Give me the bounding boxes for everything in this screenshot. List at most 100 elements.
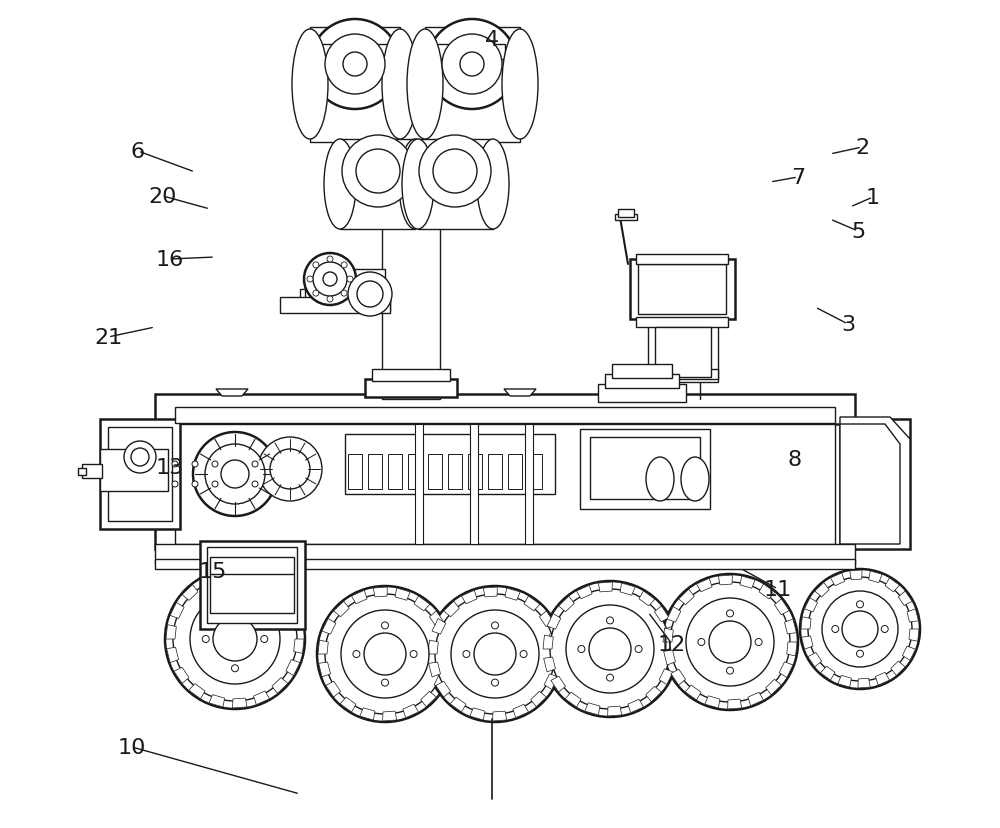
Circle shape xyxy=(342,136,414,208)
Polygon shape xyxy=(801,617,811,629)
Polygon shape xyxy=(319,662,330,677)
Circle shape xyxy=(433,150,477,194)
Polygon shape xyxy=(493,711,507,721)
Polygon shape xyxy=(544,657,555,672)
Polygon shape xyxy=(174,667,189,684)
Circle shape xyxy=(606,617,614,624)
Circle shape xyxy=(427,586,563,722)
Text: 15: 15 xyxy=(199,561,227,581)
Circle shape xyxy=(353,651,360,657)
Text: 10: 10 xyxy=(118,737,146,757)
Circle shape xyxy=(307,277,313,282)
Polygon shape xyxy=(334,601,349,617)
Bar xyxy=(100,450,168,491)
Circle shape xyxy=(881,626,888,633)
Polygon shape xyxy=(821,667,835,681)
Polygon shape xyxy=(679,590,694,605)
Circle shape xyxy=(550,590,670,709)
Polygon shape xyxy=(654,606,669,622)
Ellipse shape xyxy=(681,457,709,502)
Polygon shape xyxy=(646,686,661,702)
Polygon shape xyxy=(429,662,440,677)
Circle shape xyxy=(165,570,305,709)
Circle shape xyxy=(382,679,389,686)
Circle shape xyxy=(842,611,878,647)
Circle shape xyxy=(357,282,383,308)
Text: 12: 12 xyxy=(658,634,686,654)
Text: 1: 1 xyxy=(866,188,880,208)
Polygon shape xyxy=(667,649,677,663)
Polygon shape xyxy=(544,674,558,690)
Circle shape xyxy=(313,262,347,296)
Polygon shape xyxy=(565,692,581,707)
Circle shape xyxy=(442,35,502,95)
Polygon shape xyxy=(340,697,356,712)
Circle shape xyxy=(325,595,445,714)
Circle shape xyxy=(463,651,470,657)
Polygon shape xyxy=(223,570,237,580)
Bar xyxy=(580,430,710,509)
Circle shape xyxy=(202,636,209,643)
Circle shape xyxy=(252,461,258,468)
Polygon shape xyxy=(201,574,216,587)
Circle shape xyxy=(435,595,555,714)
Ellipse shape xyxy=(402,140,434,229)
Polygon shape xyxy=(432,619,446,634)
Polygon shape xyxy=(462,590,477,604)
Polygon shape xyxy=(840,425,900,544)
Ellipse shape xyxy=(399,140,431,229)
Bar xyxy=(425,28,520,142)
Bar xyxy=(612,364,672,378)
Circle shape xyxy=(313,291,319,296)
Circle shape xyxy=(192,481,198,488)
Bar xyxy=(340,140,415,229)
Polygon shape xyxy=(352,590,367,604)
Polygon shape xyxy=(766,680,781,695)
Polygon shape xyxy=(272,678,288,694)
Circle shape xyxy=(343,53,367,77)
Circle shape xyxy=(124,441,156,474)
Polygon shape xyxy=(667,607,681,623)
Bar xyxy=(598,384,686,402)
Polygon shape xyxy=(444,601,459,617)
Bar xyxy=(365,379,457,397)
Circle shape xyxy=(856,651,864,657)
Polygon shape xyxy=(550,631,561,646)
Circle shape xyxy=(348,272,392,316)
Polygon shape xyxy=(395,589,410,600)
Polygon shape xyxy=(539,611,554,627)
Circle shape xyxy=(270,450,310,489)
Polygon shape xyxy=(233,698,247,708)
Bar xyxy=(615,214,637,221)
Polygon shape xyxy=(774,599,789,615)
Circle shape xyxy=(709,621,751,663)
Text: 20: 20 xyxy=(149,187,177,207)
Text: 7: 7 xyxy=(791,168,805,188)
Polygon shape xyxy=(294,639,304,653)
Polygon shape xyxy=(907,609,918,623)
Polygon shape xyxy=(559,596,574,612)
Bar xyxy=(155,420,855,549)
Polygon shape xyxy=(659,669,673,685)
Circle shape xyxy=(474,633,516,675)
Bar xyxy=(345,435,555,494)
Circle shape xyxy=(304,253,356,306)
Polygon shape xyxy=(440,631,451,646)
Bar xyxy=(408,455,422,489)
Bar xyxy=(305,270,385,311)
Polygon shape xyxy=(608,706,622,716)
Bar xyxy=(605,374,679,388)
Bar xyxy=(415,425,423,544)
Circle shape xyxy=(419,136,491,208)
Polygon shape xyxy=(428,640,438,654)
Bar xyxy=(820,420,910,549)
Bar xyxy=(82,465,102,479)
Ellipse shape xyxy=(382,30,418,140)
Text: 6: 6 xyxy=(131,142,145,161)
Circle shape xyxy=(492,679,499,686)
Circle shape xyxy=(492,622,499,629)
Bar xyxy=(382,205,440,400)
Polygon shape xyxy=(802,636,813,649)
Polygon shape xyxy=(639,591,655,606)
Bar xyxy=(372,369,450,382)
